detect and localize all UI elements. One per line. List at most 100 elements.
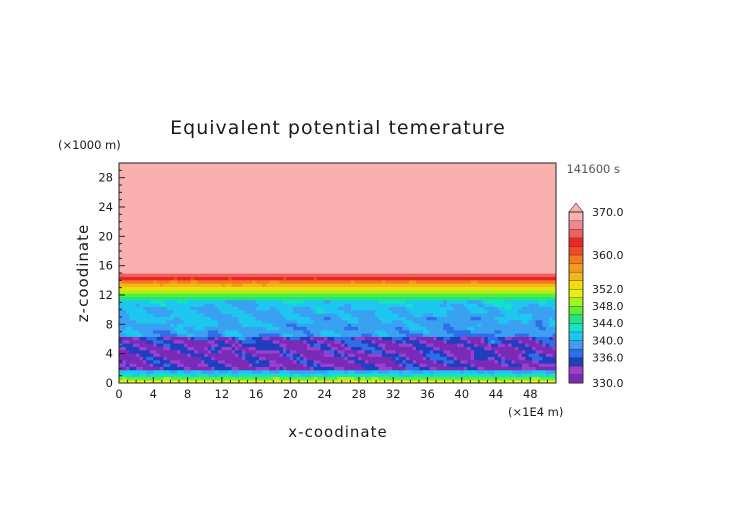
field-cell <box>538 273 543 277</box>
field-cell <box>334 276 339 281</box>
field-cell <box>504 369 509 374</box>
field-cell <box>405 306 410 311</box>
field-cell <box>450 379 455 383</box>
field-cell <box>190 363 195 367</box>
field-cell <box>139 303 144 307</box>
field-cell <box>357 273 362 277</box>
field-cell <box>142 366 147 371</box>
field-cell <box>173 253 178 257</box>
field-cell <box>286 323 291 327</box>
field-cell <box>375 256 380 261</box>
field-cell <box>340 326 345 331</box>
field-cell <box>289 336 294 341</box>
field-cell <box>371 296 376 301</box>
field-cell <box>269 359 274 364</box>
field-cell <box>299 323 304 327</box>
field-cell <box>467 256 472 261</box>
field-cell <box>501 269 506 274</box>
field-cell <box>501 323 506 327</box>
field-cell <box>535 323 540 327</box>
field-cell <box>463 296 468 301</box>
field-cell <box>480 263 485 267</box>
field-cell <box>463 253 468 257</box>
field-cell <box>214 253 219 257</box>
field-cell <box>327 343 332 347</box>
field-cell <box>443 363 448 367</box>
field-cell <box>200 319 205 324</box>
field-cell <box>416 376 421 381</box>
field-cell <box>166 323 171 327</box>
field-cell <box>214 336 219 341</box>
field-cell <box>330 353 335 357</box>
field-cell <box>456 353 461 357</box>
field-cell <box>552 286 556 291</box>
field-cell <box>136 273 141 277</box>
field-cell <box>446 299 451 304</box>
field-cell <box>416 263 421 267</box>
field-cell <box>446 266 451 271</box>
field-cell <box>218 366 223 371</box>
field-cell <box>518 306 523 311</box>
field-cell <box>317 279 322 284</box>
field-cell <box>313 343 318 347</box>
field-cell <box>228 349 233 354</box>
field-cell <box>218 373 223 377</box>
field-cell <box>552 306 556 311</box>
field-cell <box>258 333 263 337</box>
field-cell <box>129 326 134 331</box>
field-cell <box>231 333 236 337</box>
field-cell <box>139 259 144 264</box>
field-cell <box>429 256 434 261</box>
field-cell <box>477 306 482 311</box>
field-cell <box>170 266 175 271</box>
field-cell <box>306 339 311 344</box>
field-cell <box>398 316 403 321</box>
field-cell <box>460 366 465 371</box>
field-cell <box>125 329 130 334</box>
field-cell <box>508 269 513 274</box>
field-cell <box>385 346 390 351</box>
field-cell <box>200 313 205 317</box>
field-cell <box>211 373 216 377</box>
field-cell <box>258 303 263 307</box>
field-cell <box>330 266 335 271</box>
field-cell <box>347 256 352 261</box>
field-cell <box>159 299 164 304</box>
field-cell <box>265 323 270 327</box>
field-cell <box>197 329 202 334</box>
field-cell <box>136 366 141 371</box>
field-cell <box>269 316 274 321</box>
field-cell <box>535 333 540 337</box>
field-cell <box>470 363 475 367</box>
field-cell <box>354 306 359 311</box>
field-cell <box>518 373 523 377</box>
field-cell <box>317 313 322 317</box>
field-cell <box>429 343 434 347</box>
field-cell <box>125 259 130 264</box>
field-cell <box>129 309 134 314</box>
field-cell <box>190 293 195 297</box>
field-cell <box>511 289 516 294</box>
field-cell <box>221 339 226 344</box>
field-cell <box>282 276 287 281</box>
field-cell <box>545 286 550 291</box>
field-cell <box>218 313 223 317</box>
field-cell <box>153 339 158 344</box>
field-cell <box>173 289 178 294</box>
field-cell <box>317 269 322 274</box>
field-cell <box>265 283 270 287</box>
field-cell <box>132 336 137 341</box>
field-cell <box>439 319 444 324</box>
field-cell <box>470 323 475 327</box>
field-cell <box>173 369 178 374</box>
field-cell <box>491 276 496 281</box>
field-cell <box>327 283 332 287</box>
field-cell <box>521 299 526 304</box>
field-cell <box>354 263 359 267</box>
field-cell <box>364 329 369 334</box>
field-cell <box>269 319 274 324</box>
field-cell <box>378 253 383 257</box>
field-cell <box>477 349 482 354</box>
field-cell <box>296 319 301 324</box>
field-cell <box>286 279 291 284</box>
